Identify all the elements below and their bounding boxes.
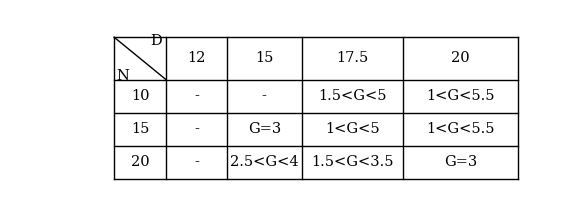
- Text: 12: 12: [188, 51, 206, 65]
- Text: 20: 20: [131, 155, 149, 169]
- Text: D: D: [151, 34, 162, 48]
- Text: 2.5<G<4: 2.5<G<4: [230, 155, 299, 169]
- Text: 1<G<5: 1<G<5: [325, 122, 380, 136]
- Text: -: -: [262, 89, 267, 103]
- Text: G=3: G=3: [248, 122, 281, 136]
- Text: -: -: [194, 89, 199, 103]
- Text: 1<G<5.5: 1<G<5.5: [427, 122, 495, 136]
- Text: 1.5<G<3.5: 1.5<G<3.5: [311, 155, 394, 169]
- Text: 20: 20: [451, 51, 470, 65]
- Text: 1.5<G<5: 1.5<G<5: [318, 89, 387, 103]
- Text: 15: 15: [255, 51, 274, 65]
- Text: 1<G<5.5: 1<G<5.5: [427, 89, 495, 103]
- Text: 15: 15: [131, 122, 149, 136]
- Text: 10: 10: [131, 89, 149, 103]
- Text: G=3: G=3: [444, 155, 478, 169]
- Text: -: -: [194, 155, 199, 169]
- Text: N: N: [117, 69, 130, 83]
- Text: 17.5: 17.5: [336, 51, 369, 65]
- Text: -: -: [194, 122, 199, 136]
